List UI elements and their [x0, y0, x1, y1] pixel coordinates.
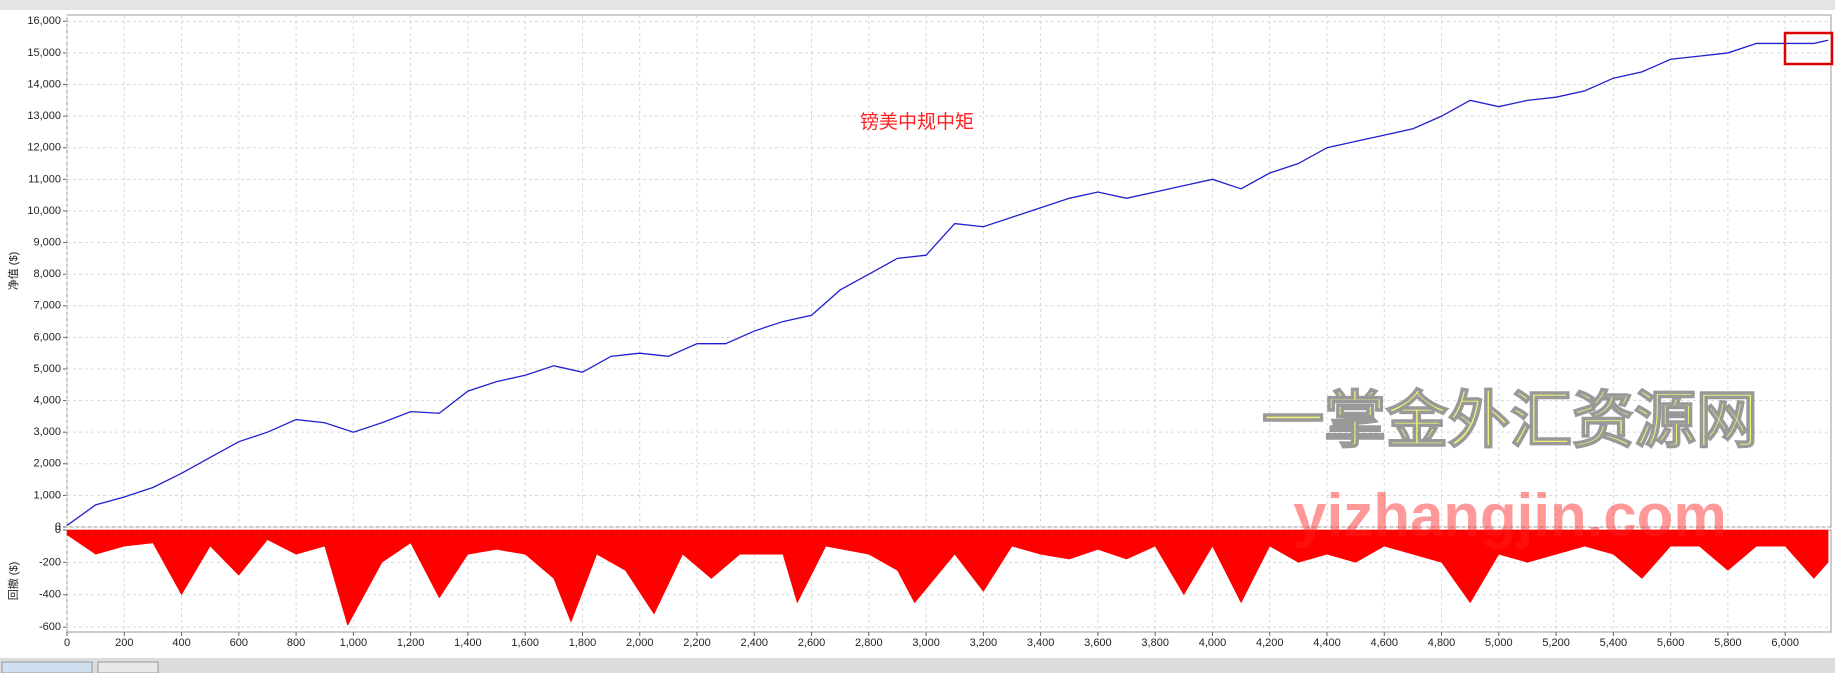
y-tick-label: 6,000 [33, 331, 61, 343]
x-tick-label: 3,000 [912, 637, 940, 649]
x-tick-label: 2,200 [683, 637, 711, 649]
watermark: 一掌金外汇资源网 [1262, 386, 1758, 455]
x-tick-label: 6,000 [1771, 637, 1799, 649]
x-tick-label: 4,200 [1256, 637, 1284, 649]
watermark: yizhangjin.com [1293, 482, 1726, 549]
y-tick-label: 13,000 [27, 110, 61, 122]
y-tick-label: 2,000 [33, 458, 61, 470]
x-tick-label: 2,000 [626, 637, 654, 649]
x-tick-label: 1,600 [511, 637, 539, 649]
y-tick-label: 0 [55, 521, 61, 533]
status-bar [0, 658, 1835, 673]
y-tick-label: 4,000 [33, 394, 61, 406]
plots: 0 1,000 2,000 3,000 4,000 5,000 6,000 7,000 8,00… [6, 14, 1832, 649]
x-tick-label: 200 [115, 637, 133, 649]
x-tick-label: 4,000 [1199, 637, 1227, 649]
x-tick-label: 5,400 [1600, 637, 1628, 649]
chart-title: 镑美中规中矩 [860, 111, 974, 133]
y-tick-label: 10,000 [27, 205, 61, 217]
highlight-box [1783, 31, 1834, 66]
toolbar [0, 0, 1835, 10]
y-tick-label: 5,000 [33, 363, 61, 375]
x-tick-label: 2,400 [741, 637, 769, 649]
x-tick-label: 1,000 [340, 637, 368, 649]
y-tick-label: -200 [39, 556, 61, 568]
x-tick-label: 5,000 [1485, 637, 1513, 649]
y-tick-label: 8,000 [33, 268, 61, 280]
tab[interactable] [1, 661, 93, 673]
x-tick-label: 1,800 [569, 637, 597, 649]
y-tick-label: 7,000 [33, 300, 61, 312]
y-tick-label: 15,000 [27, 47, 61, 59]
x-tick-label: 4,800 [1428, 637, 1456, 649]
equity-line [66, 39, 1829, 526]
x-tick-label: 5,200 [1542, 637, 1570, 649]
x-tick-label: 3,400 [1027, 637, 1055, 649]
x-tick-label: 1,400 [454, 637, 482, 649]
y-tick-label: -600 [39, 621, 61, 633]
y-tick-label: -400 [39, 589, 61, 601]
x-tick-label: 800 [287, 637, 305, 649]
x-tick-label: 3,800 [1141, 637, 1169, 649]
x-tick-label: 1,200 [397, 637, 425, 649]
drawdown-area [66, 529, 1829, 627]
y-axis-label: 净值 ($) [6, 252, 20, 291]
y-tick-label: 16,000 [27, 15, 61, 27]
x-tick-label: 3,600 [1084, 637, 1112, 649]
y-tick-label: 11,000 [28, 173, 61, 185]
x-tick-label: 4,600 [1371, 637, 1399, 649]
plot-area [66, 14, 1832, 528]
y-tick-label: 9,000 [33, 236, 61, 248]
x-tick-label: 4,400 [1313, 637, 1341, 649]
y-tick-label: 3,000 [33, 426, 61, 438]
x-tick-label: 400 [172, 637, 190, 649]
tab[interactable] [97, 661, 159, 673]
x-tick-label: 5,800 [1714, 637, 1742, 649]
y-axis-label: 回撤 ($) [6, 562, 20, 601]
x-tick-label: 600 [230, 637, 248, 649]
y-tick-label: 14,000 [27, 78, 61, 90]
y-tick-label: 12,000 [27, 142, 61, 154]
x-tick-label: 2,600 [798, 637, 826, 649]
x-tick-label: 2,800 [855, 637, 883, 649]
x-tick-label: 5,600 [1657, 637, 1685, 649]
y-tick-label: 0 [55, 524, 61, 536]
x-tick-label: 0 [64, 637, 70, 649]
y-tick-label: 1,000 [33, 489, 61, 501]
x-tick-label: 3,200 [970, 637, 998, 649]
